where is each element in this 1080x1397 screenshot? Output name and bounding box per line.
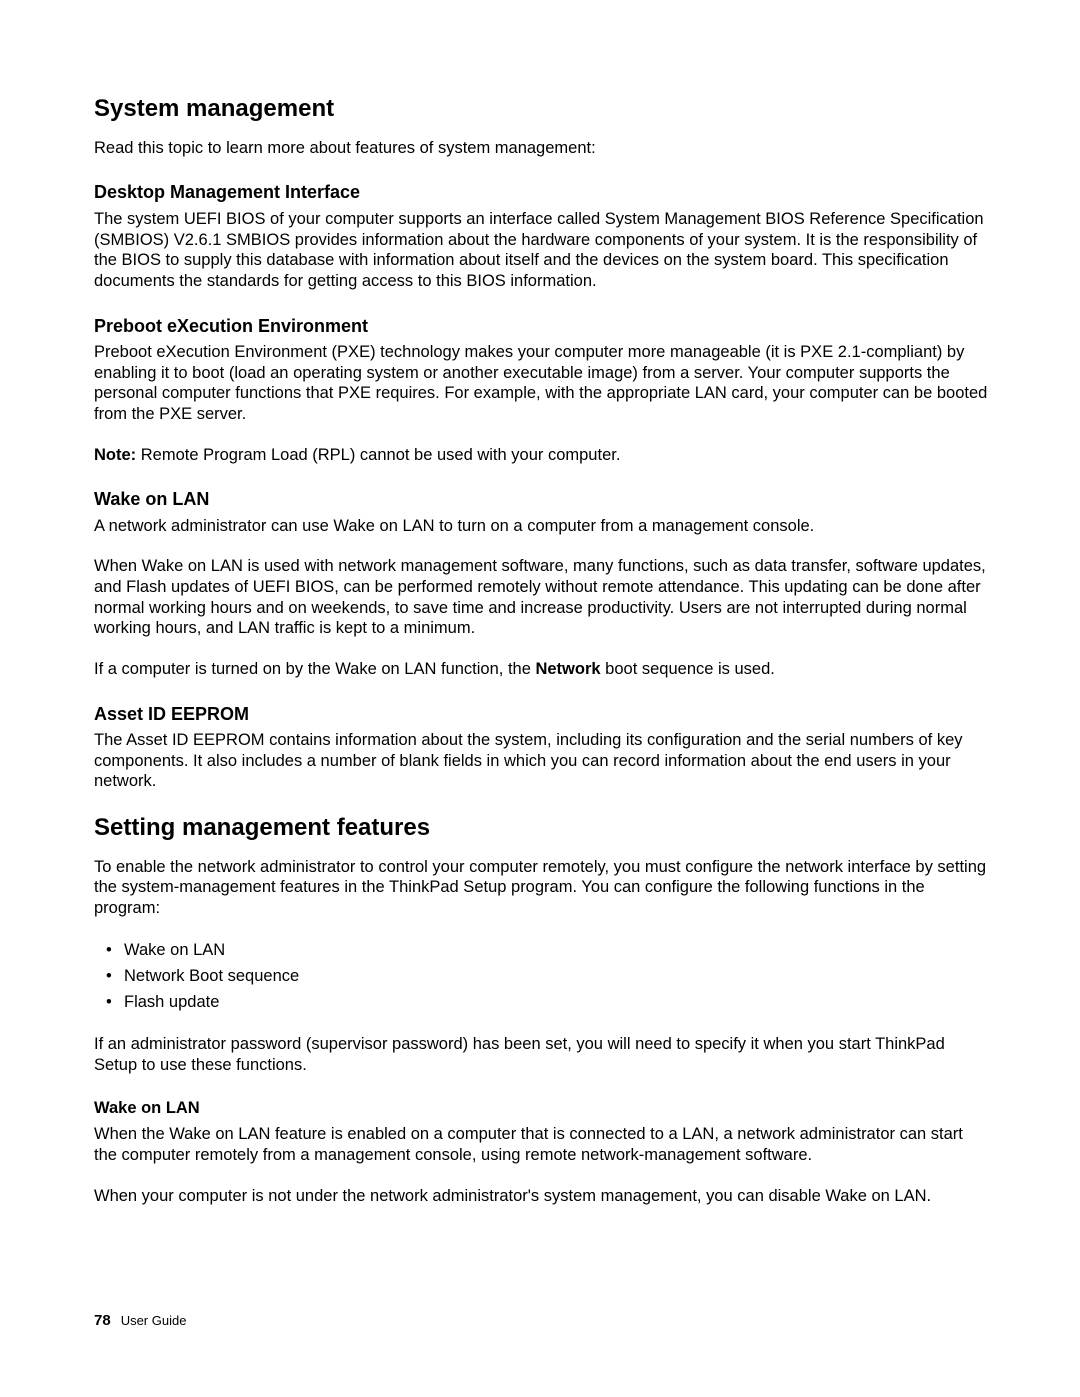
intro-text: Read this topic to learn more about feat… xyxy=(94,138,990,159)
list-item: Network Boot sequence xyxy=(124,965,990,989)
para-wol-3: If a computer is turned on by the Wake o… xyxy=(94,659,990,680)
heading-setting-features: Setting management features xyxy=(94,814,990,843)
para-dmi: The system UEFI BIOS of your computer su… xyxy=(94,209,990,292)
heading-wake-on-lan: Wake on LAN xyxy=(94,489,990,511)
note-label: Note: xyxy=(94,446,136,464)
footer-label: User Guide xyxy=(121,1313,187,1328)
subheading-wake-on-lan: Wake on LAN xyxy=(94,1098,990,1119)
heading-asset-id: Asset ID EEPROM xyxy=(94,704,990,726)
heading-system-management: System management xyxy=(94,95,990,124)
para-wol2-1: When the Wake on LAN feature is enabled … xyxy=(94,1124,990,1165)
para-asset-id: The Asset ID EEPROM contains information… xyxy=(94,730,990,792)
heading-dmi: Desktop Management Interface xyxy=(94,182,990,204)
bullet-list-functions: Wake on LAN Network Boot sequence Flash … xyxy=(94,939,990,1015)
list-item: Wake on LAN xyxy=(124,939,990,963)
para-wol-3-pre: If a computer is turned on by the Wake o… xyxy=(94,660,535,678)
para-wol-3-post: boot sequence is used. xyxy=(601,660,775,678)
document-page: System management Read this topic to lea… xyxy=(0,0,1080,1397)
note-pxe: Note: Remote Program Load (RPL) cannot b… xyxy=(94,445,990,466)
page-number: 78 xyxy=(94,1312,111,1329)
section-pxe: Preboot eXecution Environment Preboot eX… xyxy=(94,316,990,466)
para-wol-3-bold: Network xyxy=(535,660,600,678)
section-wake-on-lan: Wake on LAN A network administrator can … xyxy=(94,489,990,679)
section-asset-id: Asset ID EEPROM The Asset ID EEPROM cont… xyxy=(94,704,990,792)
para-wol-2: When Wake on LAN is used with network ma… xyxy=(94,556,990,639)
para-wol-1: A network administrator can use Wake on … xyxy=(94,516,990,537)
section-dmi: Desktop Management Interface The system … xyxy=(94,182,990,291)
para-wol2-2: When your computer is not under the netw… xyxy=(94,1186,990,1207)
list-item: Flash update xyxy=(124,991,990,1015)
note-text: Remote Program Load (RPL) cannot be used… xyxy=(136,446,620,464)
para-setting-intro: To enable the network administrator to c… xyxy=(94,857,990,919)
heading-pxe: Preboot eXecution Environment xyxy=(94,316,990,338)
para-pxe: Preboot eXecution Environment (PXE) tech… xyxy=(94,342,990,425)
page-footer: 78 User Guide xyxy=(94,1312,186,1329)
para-after-list: If an administrator password (supervisor… xyxy=(94,1034,990,1075)
